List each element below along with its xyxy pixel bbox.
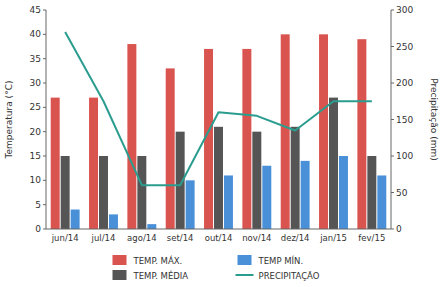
bar [242,49,251,229]
bar [329,98,338,229]
y-tick [43,131,46,132]
bar [99,156,108,229]
legend-swatch [236,274,254,276]
y2-tick-label: 200 [396,78,413,88]
x-tick-label: nov/14 [242,233,271,243]
y-tick-label: 35 [30,54,41,64]
y-tick-label: 45 [30,5,41,15]
bar [214,127,223,229]
bar [186,180,195,229]
bar [127,44,136,229]
bar [147,224,156,229]
bar [89,98,98,229]
bar [166,68,175,229]
bar [71,210,80,229]
y2-tick-label: 250 [396,42,413,52]
y-tick-label: 15 [30,151,41,161]
y-tick [43,107,46,108]
y2-tick [391,229,394,230]
x-tick-label: set/14 [167,233,194,243]
y2-tick-label: 0 [396,224,402,234]
y2-tick [391,10,394,11]
y-tick-label: 10 [30,175,42,185]
y-tick [43,10,46,11]
x-axis [46,229,391,230]
bar [61,156,70,229]
bar [252,132,261,229]
legend-label: TEMP. MÉDIA [133,270,189,281]
y2-tick-label: 100 [396,151,413,161]
x-tick-label: jun/14 [51,233,79,243]
bar [301,161,310,229]
x-tick-label: ago/14 [127,233,156,243]
y2-tick [391,83,394,84]
x-tick-label: fev/15 [358,233,385,243]
x-tick-label: out/14 [205,233,233,243]
y2-tick [391,156,394,157]
bar [109,214,118,229]
y-tick [43,229,46,230]
line [65,32,372,185]
legend-label: TEMP MÍN. [258,255,304,266]
y-tick [43,156,46,157]
bar [357,39,366,229]
legend-label: PRECIPITAÇÃO [259,271,320,281]
y-tick-label: 0 [35,224,41,234]
bar [377,175,386,229]
y-axis [46,10,47,229]
y2-tick-label: 50 [396,188,408,198]
legend-swatch [238,255,252,265]
y2-tick [391,46,394,47]
y2-tick [391,119,394,120]
legend: TEMP. MÁX. TEMP MÍN. TEMP. MÉDIA PRECIPITAÇ… [113,255,320,281]
y-tick-label: 40 [30,29,42,39]
y-tick-label: 25 [30,102,41,112]
chart: 0 5 10 15 20 25 30 35 40 45 0 50 100 150 200 250 300 jun/… [0,0,441,287]
y-tick-label: 30 [30,78,42,88]
bar [367,156,376,229]
x-tick-label: jan/15 [319,233,347,243]
y2-tick-label: 300 [396,5,413,15]
y2-tick-label: 150 [396,115,413,125]
bar [224,175,233,229]
y-tick [43,180,46,181]
legend-label: TEMP. MÁX. [133,255,183,266]
y2-axis-label: Precipitação (mm) [429,78,439,160]
y-tick-label: 20 [30,127,42,137]
y2-tick [391,192,394,193]
y-tick-label: 5 [35,200,41,210]
y-tick [43,58,46,59]
bar [51,98,60,229]
y-tick [43,83,46,84]
y-tick [43,34,46,35]
bar [291,127,300,229]
plot-area [51,32,387,229]
x-tick-label: jul/14 [91,233,116,243]
bar [262,166,271,229]
x-tick-label: dez/14 [281,233,310,243]
bar [137,156,146,229]
bar [319,34,328,229]
bar [281,34,290,229]
y-tick [43,204,46,205]
legend-swatch [113,270,127,280]
bar [339,156,348,229]
legend-swatch [113,255,127,265]
y-axis-label: Temperatura (°C) [4,81,14,160]
